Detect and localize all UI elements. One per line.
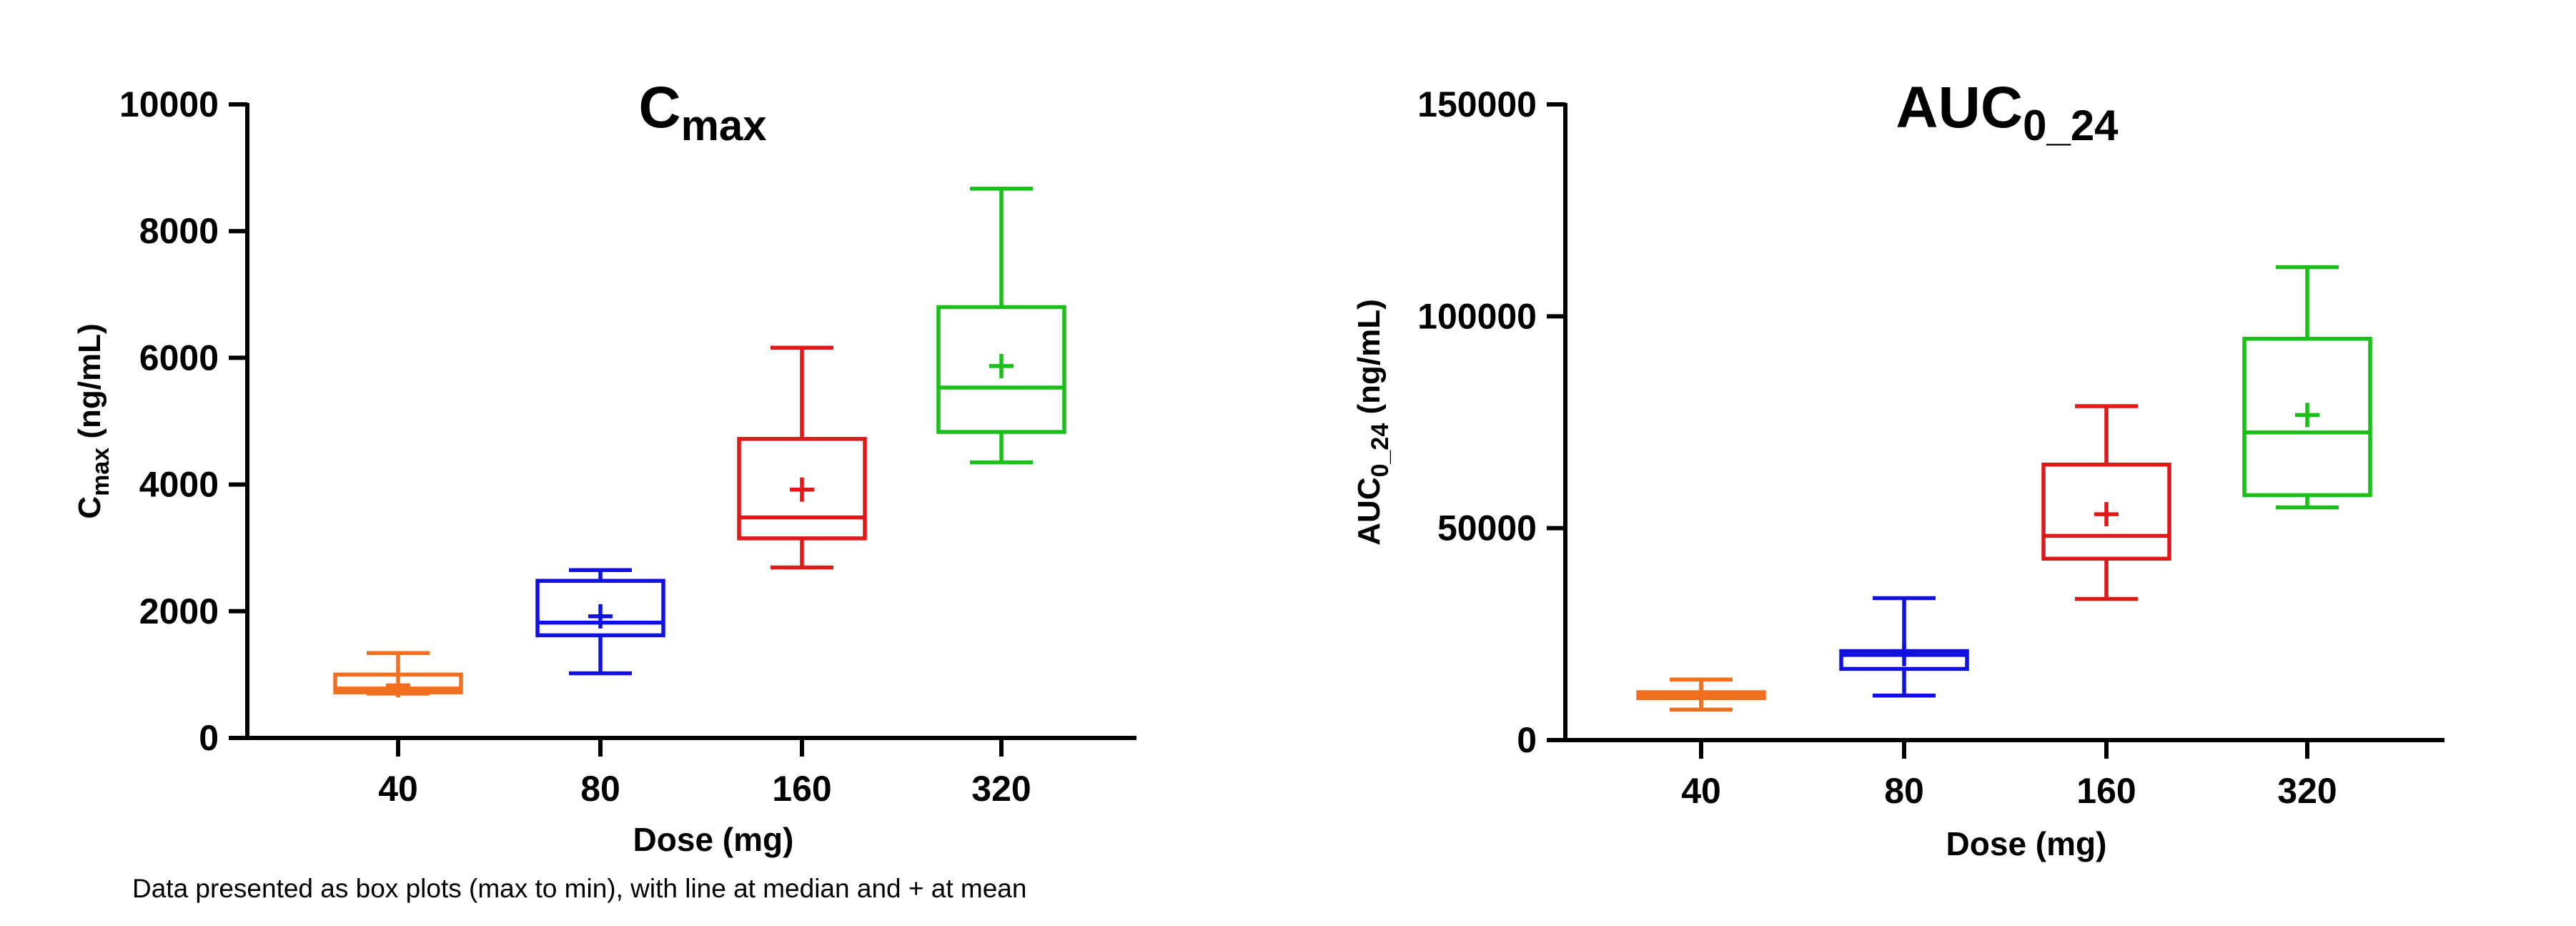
y-tick-label: 8000	[139, 211, 219, 251]
box-80	[535, 568, 665, 676]
x-axis-label: Dose (mg)	[1946, 825, 2107, 862]
y-axis-label: Cmax (ng/mL)	[72, 323, 114, 518]
footnote: Data presented as box plots (max to min)…	[132, 874, 1027, 903]
y-tick-label: 0	[199, 718, 219, 758]
x-tick-label: 160	[772, 769, 831, 809]
y-tick-label: 100000	[1417, 296, 1537, 336]
x-tick-label: 80	[580, 769, 620, 809]
x-tick-label: 80	[1884, 771, 1924, 811]
box-160	[2041, 404, 2171, 601]
box-160	[737, 345, 867, 570]
x-tick-label: 40	[1681, 771, 1721, 811]
y-tick-label: 2000	[139, 591, 219, 631]
chart-2: 0 50000 100000 150000 40 80 160 320 AUC0_24 AUC0_…	[1352, 75, 2444, 862]
x-axis-label: Dose (mg)	[633, 821, 794, 858]
chart-title: Cmax	[638, 75, 766, 149]
chart-1: 0 2000 4000 6000 8000 10000 40 80 160 320 Cmax Cmax…	[72, 75, 1136, 858]
chart-title: AUC0_24	[1896, 75, 2119, 149]
box-320	[936, 187, 1066, 465]
x-tick-label: 320	[971, 769, 1031, 809]
y-tick-label: 50000	[1437, 508, 1537, 548]
y-tick-label: 6000	[139, 338, 219, 378]
box-40	[333, 651, 463, 698]
y-tick-label: 150000	[1417, 84, 1537, 124]
x-tick-label: 40	[378, 769, 418, 809]
box-40	[1636, 677, 1766, 712]
y-tick-label: 10000	[119, 84, 219, 124]
y-axis-label: AUC0_24 (ng/mL)	[1352, 299, 1394, 545]
x-tick-label: 320	[2277, 771, 2337, 811]
y-tick-label: 0	[1517, 720, 1537, 760]
x-tick-label: 160	[2076, 771, 2136, 811]
box-80	[1839, 596, 1969, 698]
box-320	[2242, 265, 2372, 510]
y-tick-label: 4000	[139, 465, 219, 505]
